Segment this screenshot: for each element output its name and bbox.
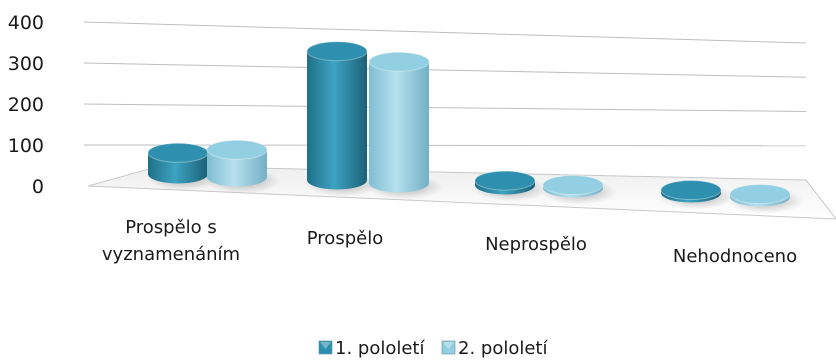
legend-label: 1. pololetí	[335, 338, 425, 359]
bar	[473, 170, 549, 202]
legend-item: 2. pololetí	[441, 338, 548, 359]
y-tick-label: 0	[32, 176, 44, 198]
bar	[728, 184, 804, 214]
y-tick-label: 100	[8, 135, 44, 157]
bar-top	[729, 184, 791, 204]
bar-top	[542, 175, 604, 195]
y-axis: 0 100 200 300 400	[8, 12, 44, 198]
gridline	[83, 144, 807, 147]
bar-top	[206, 139, 268, 160]
category-label: Prospělo	[307, 228, 383, 249]
bar	[305, 41, 381, 197]
gridline	[83, 103, 807, 112]
y-tick-label: 200	[8, 94, 44, 116]
y-tick-label: 300	[8, 53, 44, 75]
bar-top	[147, 142, 209, 163]
bar-top	[306, 41, 368, 62]
x-axis: Prospělo s vyznamenáním Prospělo Neprospělo…	[102, 217, 797, 267]
bar-body	[207, 149, 267, 187]
bars	[146, 41, 804, 214]
legend-swatch-highlight	[320, 342, 331, 349]
legend-label: 2. pololetí	[458, 338, 548, 359]
legend-swatch	[441, 340, 456, 355]
bar-top	[474, 170, 536, 191]
category-label: Neprospělo	[485, 234, 587, 255]
gridlines	[83, 21, 807, 147]
bar-body	[307, 51, 367, 190]
legend: 1. pololetí 2. pololetí	[318, 338, 548, 359]
bar	[367, 51, 443, 200]
gridline	[83, 62, 807, 78]
y-tick-label: 400	[8, 12, 44, 34]
bar	[659, 180, 735, 210]
bar-top	[660, 180, 722, 200]
category-label: Nehodnoceno	[673, 246, 797, 267]
legend-item: 1. pololetí	[318, 338, 425, 359]
bar	[541, 175, 617, 205]
bar	[146, 142, 222, 191]
legend-swatch	[318, 340, 333, 355]
bar-top	[368, 51, 430, 72]
legend-swatch-highlight	[443, 342, 454, 349]
category-label: Prospělo s vyznamenáním	[102, 217, 240, 265]
bar-body	[369, 61, 429, 193]
bar	[205, 139, 281, 194]
gridline	[83, 21, 807, 44]
